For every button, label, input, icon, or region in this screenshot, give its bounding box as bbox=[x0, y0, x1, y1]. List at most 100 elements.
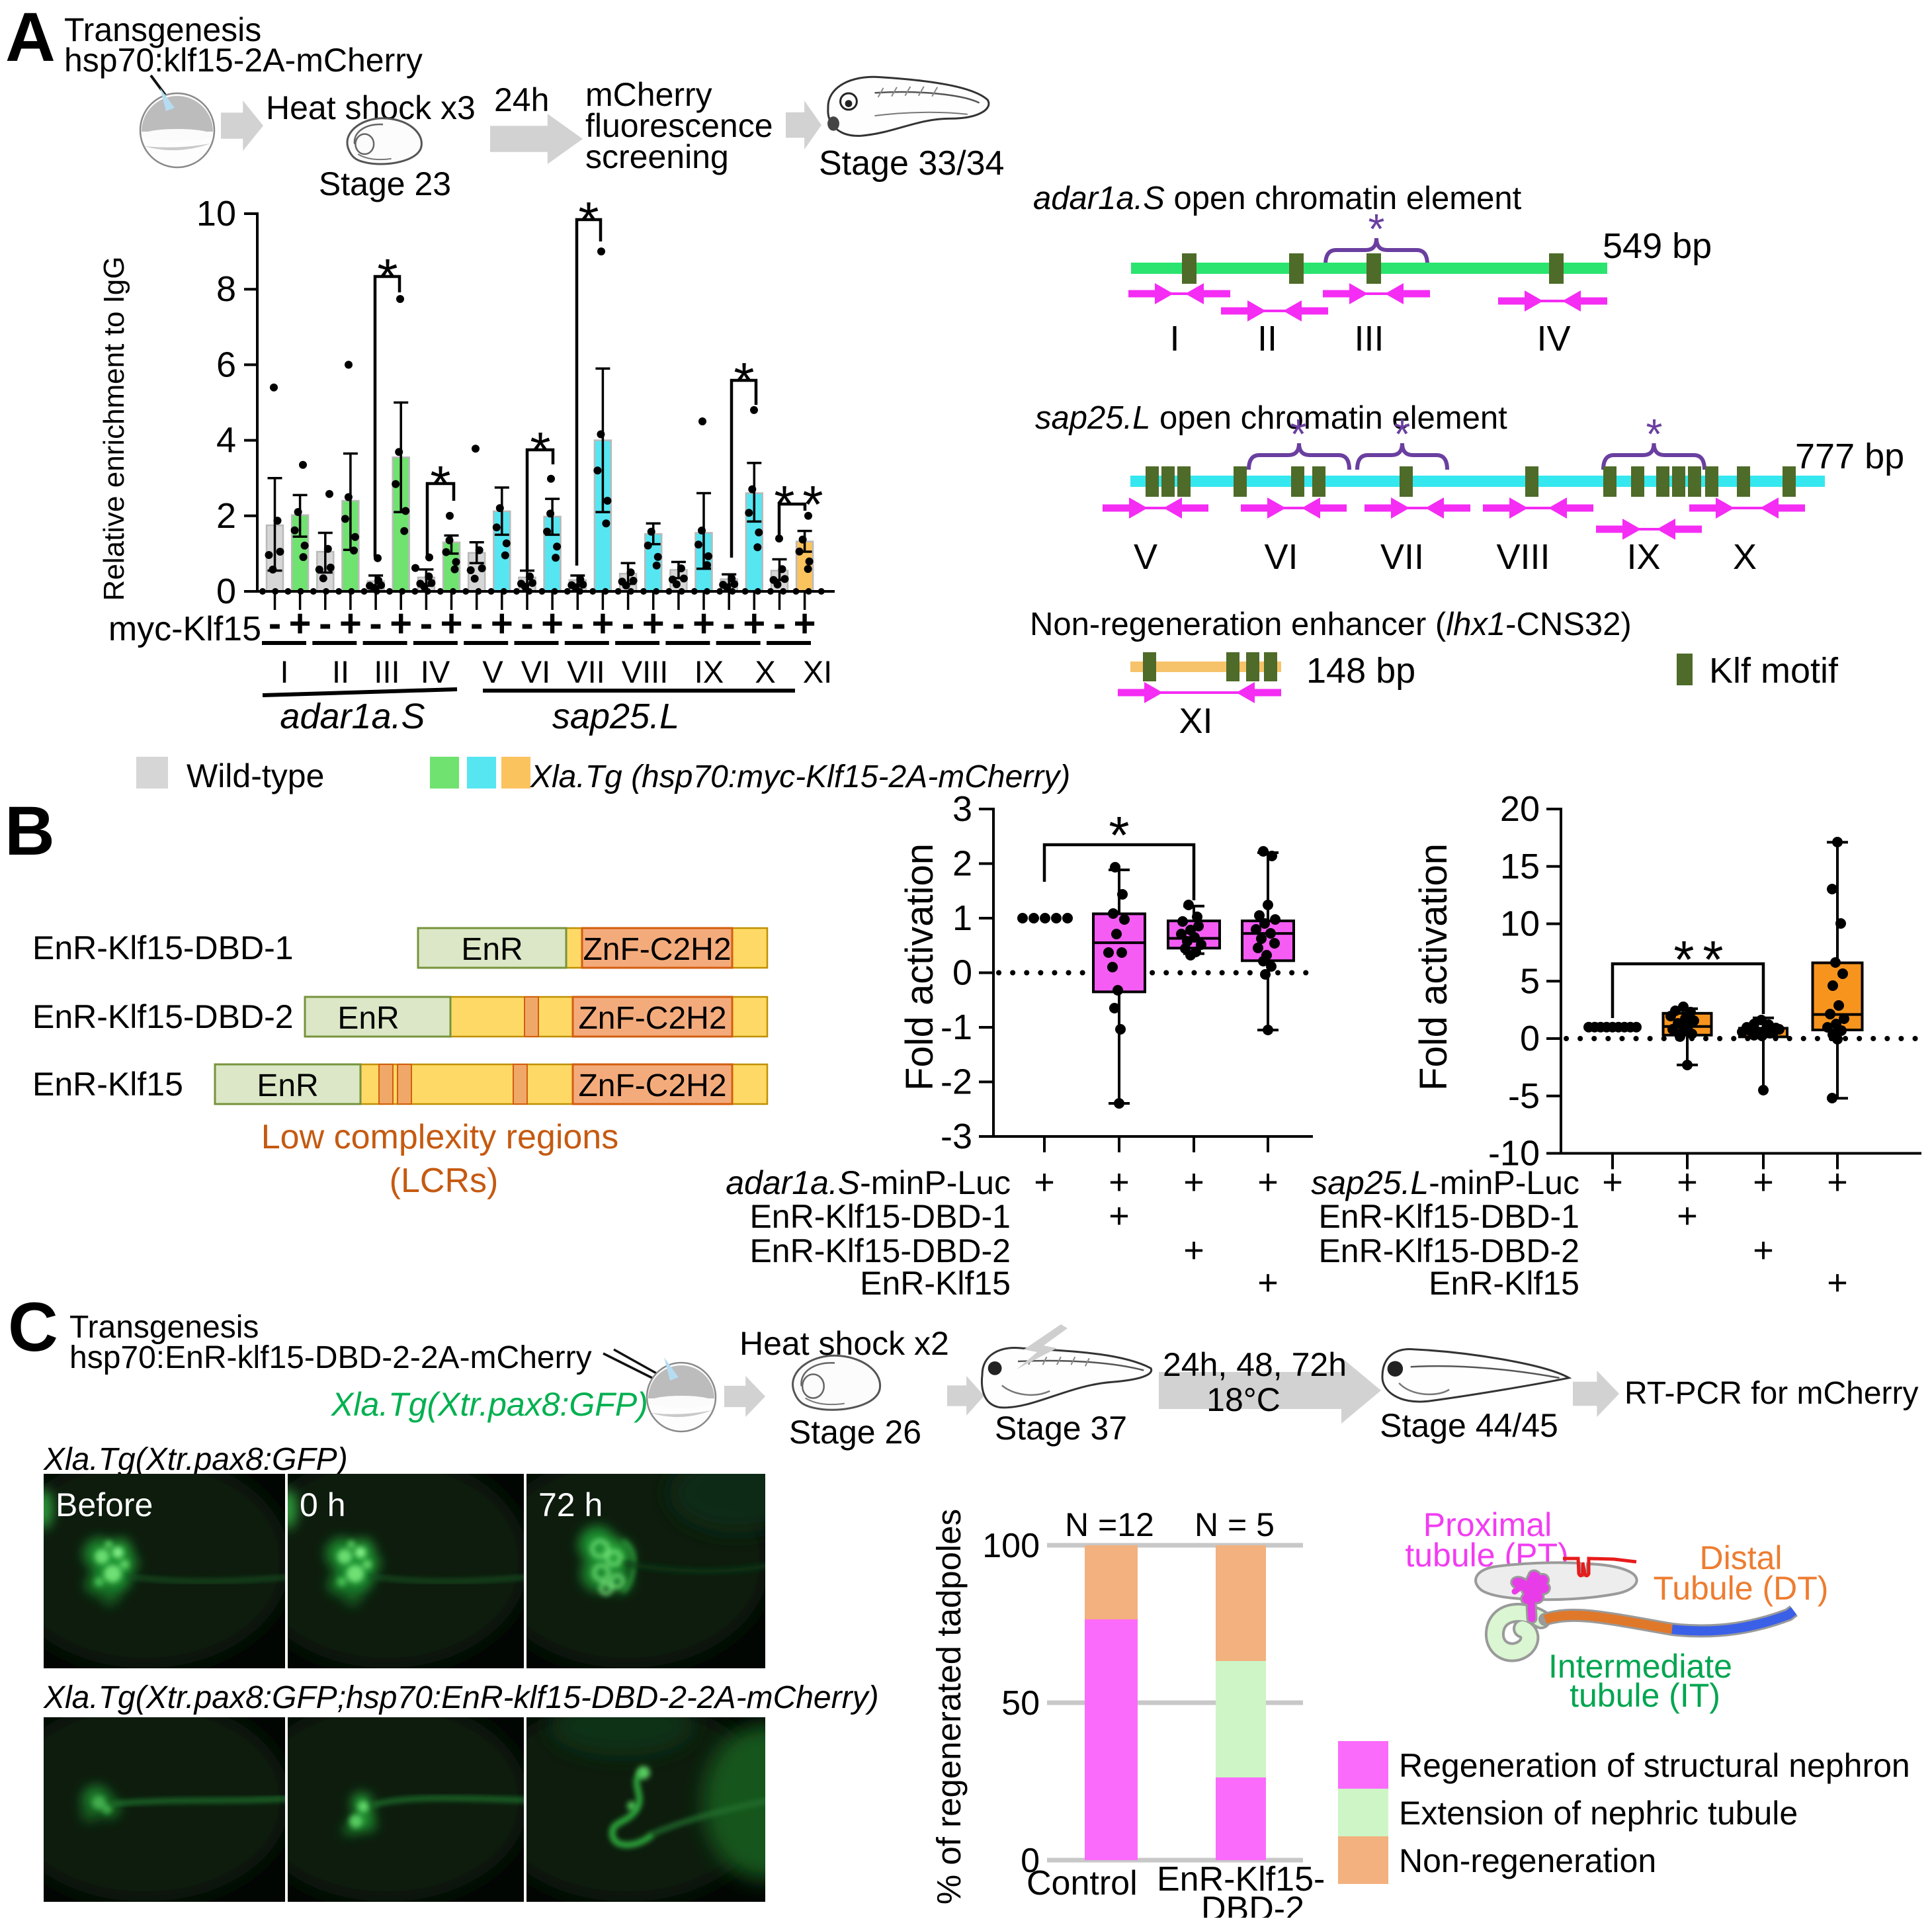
svg-text:screening: screening bbox=[585, 138, 729, 175]
svg-text:*: * bbox=[734, 352, 754, 411]
svg-text:EnR-Klf15: EnR-Klf15 bbox=[1429, 1265, 1579, 1302]
svg-text:+: + bbox=[289, 602, 312, 645]
svg-text:EnR-Klf15-DBD-1: EnR-Klf15-DBD-1 bbox=[32, 929, 294, 966]
svg-text:Stage 33/34: Stage 33/34 bbox=[819, 144, 1004, 183]
svg-text:Control: Control bbox=[1027, 1864, 1138, 1902]
svg-text:-3: -3 bbox=[941, 1117, 972, 1156]
svg-text:-: - bbox=[521, 602, 533, 645]
svg-text:+: + bbox=[541, 602, 564, 645]
svg-text:C: C bbox=[8, 1289, 58, 1366]
svg-text:sap25.L: sap25.L bbox=[552, 697, 679, 736]
svg-text:24h, 48, 72h: 24h, 48, 72h bbox=[1163, 1346, 1347, 1383]
svg-text:Klf motif: Klf motif bbox=[1709, 651, 1839, 691]
svg-text:+: + bbox=[390, 602, 412, 645]
svg-text:EnR-Klf15-DBD-2: EnR-Klf15-DBD-2 bbox=[32, 998, 294, 1035]
svg-text:EnR-Klf15-: EnR-Klf15- bbox=[1157, 1860, 1325, 1899]
svg-text:RT-PCR for mCherry: RT-PCR for mCherry bbox=[1624, 1376, 1919, 1411]
svg-text:777 bp: 777 bp bbox=[1795, 437, 1904, 476]
svg-text:*: * bbox=[578, 191, 599, 250]
svg-text:adar1a.S open chromatin elemen: adar1a.S open chromatin element bbox=[1033, 181, 1522, 216]
svg-text:VII: VII bbox=[1380, 537, 1424, 577]
svg-text:*: * bbox=[1673, 930, 1694, 989]
svg-text:ZnF-C2H2: ZnF-C2H2 bbox=[583, 932, 731, 967]
svg-text:(LCRs): (LCRs) bbox=[390, 1162, 499, 1200]
svg-text:ZnF-C2H2: ZnF-C2H2 bbox=[578, 1001, 726, 1036]
svg-text:VII: VII bbox=[567, 654, 605, 689]
svg-text:A: A bbox=[5, 0, 56, 76]
svg-text:5: 5 bbox=[1520, 961, 1540, 1001]
svg-text:Xla.Tg(Xtr.pax8:GFP): Xla.Tg(Xtr.pax8:GFP) bbox=[331, 1386, 648, 1423]
svg-text:*: * bbox=[1394, 410, 1411, 458]
svg-text:Stage 44/45: Stage 44/45 bbox=[1380, 1407, 1558, 1444]
svg-text:Transgenesis: Transgenesis bbox=[64, 11, 261, 48]
svg-text:Stage 23: Stage 23 bbox=[319, 165, 451, 202]
svg-text:ZnF-C2H2: ZnF-C2H2 bbox=[578, 1068, 726, 1103]
svg-text:Proximal: Proximal bbox=[1423, 1506, 1552, 1543]
svg-text:tubule (IT): tubule (IT) bbox=[1570, 1677, 1720, 1714]
svg-text:+: + bbox=[642, 602, 665, 645]
svg-text:0: 0 bbox=[952, 953, 972, 993]
svg-text:Extension of nephric tubule: Extension of nephric tubule bbox=[1399, 1795, 1798, 1832]
svg-text:Xla.Tg(Xtr.pax8:GFP): Xla.Tg(Xtr.pax8:GFP) bbox=[43, 1442, 348, 1477]
svg-text:X: X bbox=[755, 654, 775, 689]
svg-text:Fold activation: Fold activation bbox=[1412, 843, 1455, 1091]
svg-text:Relative enrichment to IgG: Relative enrichment to IgG bbox=[98, 257, 130, 601]
svg-text:Wild-type: Wild-type bbox=[187, 757, 324, 794]
svg-text:Fold activation: Fold activation bbox=[898, 843, 941, 1091]
svg-text:*: * bbox=[1702, 930, 1723, 989]
svg-text:*: * bbox=[802, 475, 823, 534]
svg-text:XI: XI bbox=[803, 654, 832, 689]
svg-text:III: III bbox=[374, 654, 399, 689]
svg-text:+: + bbox=[1677, 1162, 1698, 1202]
svg-text:Non-regeneration enhancer (lhx: Non-regeneration enhancer (lhx1-CNS32) bbox=[1030, 607, 1632, 642]
svg-text:-: - bbox=[571, 602, 584, 645]
svg-text:+: + bbox=[794, 602, 816, 645]
svg-text:VI: VI bbox=[521, 654, 550, 689]
svg-text:EnR-Klf15-DBD-1: EnR-Klf15-DBD-1 bbox=[749, 1198, 1011, 1235]
svg-text:20: 20 bbox=[1500, 789, 1540, 829]
svg-text:-5: -5 bbox=[1508, 1076, 1540, 1116]
svg-text:EnR-Klf15-DBD-1: EnR-Klf15-DBD-1 bbox=[1318, 1198, 1579, 1235]
svg-text:*: * bbox=[430, 455, 450, 514]
svg-text:sap25.L-minP-Luc: sap25.L-minP-Luc bbox=[1311, 1164, 1579, 1201]
svg-text:IV: IV bbox=[421, 654, 450, 689]
svg-text:-: - bbox=[369, 602, 382, 645]
svg-text:hsp70:EnR-klf15-DBD-2-2A-mCher: hsp70:EnR-klf15-DBD-2-2A-mCherry bbox=[69, 1340, 592, 1375]
svg-text:V: V bbox=[482, 654, 503, 689]
svg-text:II: II bbox=[332, 654, 349, 689]
svg-text:N =12: N =12 bbox=[1065, 1506, 1154, 1543]
svg-text:DBD-2: DBD-2 bbox=[1201, 1890, 1304, 1918]
svg-text:0 h: 0 h bbox=[300, 1486, 346, 1523]
svg-text:4: 4 bbox=[216, 421, 236, 460]
svg-text:+: + bbox=[693, 602, 715, 645]
svg-text:148 bp: 148 bp bbox=[1306, 651, 1415, 691]
svg-text:EnR: EnR bbox=[337, 1001, 399, 1036]
svg-text:*: * bbox=[377, 248, 398, 307]
svg-text:+: + bbox=[1602, 1162, 1623, 1202]
svg-text:adar1a.S: adar1a.S bbox=[280, 697, 425, 736]
svg-text:-10: -10 bbox=[1488, 1134, 1540, 1174]
svg-text:+: + bbox=[743, 602, 765, 645]
svg-text:*: * bbox=[1290, 410, 1307, 458]
svg-text:Xla.Tg (hsp70:myc-Klf15-2A-mCh: Xla.Tg (hsp70:myc-Klf15-2A-mCherry) bbox=[530, 759, 1070, 794]
svg-text:+: + bbox=[1827, 1162, 1848, 1202]
svg-text:50: 50 bbox=[1001, 1684, 1040, 1723]
svg-text:Stage 37: Stage 37 bbox=[995, 1410, 1127, 1447]
svg-text:-: - bbox=[470, 602, 483, 645]
svg-text:I: I bbox=[280, 654, 288, 689]
svg-text:EnR: EnR bbox=[257, 1068, 318, 1103]
svg-text:sap25.L open chromatin element: sap25.L open chromatin element bbox=[1035, 400, 1507, 436]
svg-text:+: + bbox=[1677, 1196, 1698, 1236]
svg-text:% of regenerated tadpoles: % of regenerated tadpoles bbox=[930, 1509, 968, 1904]
svg-text:0: 0 bbox=[1520, 1019, 1540, 1058]
svg-text:Before: Before bbox=[56, 1486, 153, 1523]
svg-text:549 bp: 549 bp bbox=[1603, 226, 1712, 266]
svg-text:IX: IX bbox=[1626, 537, 1660, 577]
svg-text:EnR: EnR bbox=[461, 932, 523, 967]
svg-text:-: - bbox=[269, 602, 281, 645]
svg-text:-: - bbox=[773, 602, 786, 645]
svg-text:adar1a.S-minP-Luc: adar1a.S-minP-Luc bbox=[726, 1164, 1011, 1201]
svg-text:*: * bbox=[774, 475, 794, 534]
svg-text:*: * bbox=[1646, 410, 1663, 458]
svg-text:EnR-Klf15-DBD-2: EnR-Klf15-DBD-2 bbox=[749, 1232, 1011, 1269]
